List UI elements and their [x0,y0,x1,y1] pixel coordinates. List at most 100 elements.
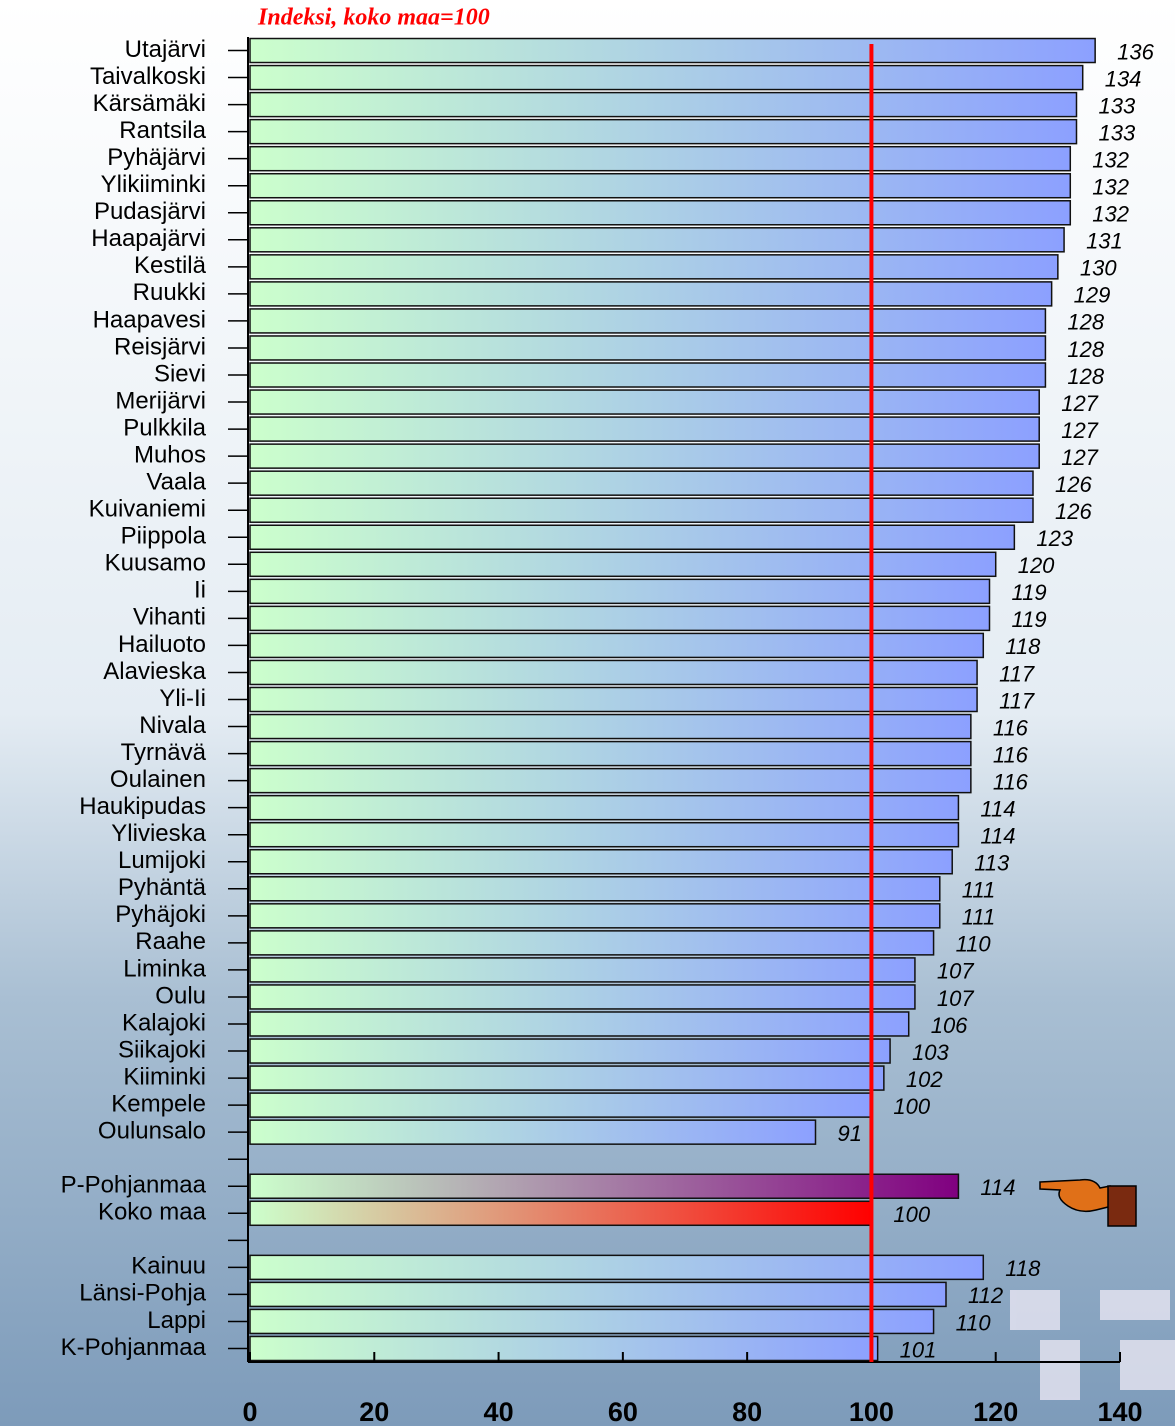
category-label: Utajärvi [125,36,206,63]
bar [249,91,1078,118]
value-label: 113 [974,851,1010,876]
category-label: Nivala [139,712,206,739]
value-label: 114 [980,1175,1015,1200]
bar [249,1281,947,1308]
value-label: 128 [1067,337,1104,362]
bar [249,1308,935,1335]
category-label: Haapavesi [93,306,206,333]
pointing-hand [1039,1178,1137,1227]
bar [249,227,1065,253]
bar [249,1173,960,1199]
value-label: 131 [1086,229,1123,254]
bar [249,1200,873,1227]
category-label: Pulkkila [123,414,206,441]
value-label: 132 [1092,175,1129,200]
category-label: Ii [194,577,206,604]
category-label: Rantsila [119,117,206,144]
category-label: Koko maa [98,1199,207,1226]
bar [249,1119,817,1145]
value-label: 127 [1061,445,1098,470]
bar [249,200,1072,226]
value-label: 101 [900,1337,937,1362]
category-label: Oulu [155,982,206,1009]
category-label: Pudasjärvi [94,198,206,225]
value-label: 132 [1092,202,1129,227]
value-label: 119 [1012,607,1047,632]
bar [249,1254,985,1281]
category-label: Raahe [135,928,206,955]
x-tick-label: 80 [732,1397,762,1426]
bar [249,362,1047,388]
category-label: Oulainen [110,766,206,793]
bar [249,551,997,578]
bar [249,118,1078,145]
value-label: 107 [937,986,974,1011]
category-label: Reisjärvi [114,333,206,360]
x-tick-label: 140 [1097,1397,1142,1426]
value-label: 129 [1074,283,1111,308]
value-label: 134 [1105,66,1142,91]
bar [249,1011,910,1037]
bar [249,821,960,848]
category-label: Kainuu [131,1253,206,1280]
bar [249,740,972,767]
category-label: Haukipudas [79,793,206,820]
bar [249,443,1040,469]
category-label: Ylikiiminki [101,171,206,198]
value-label: 100 [893,1202,930,1227]
value-label: 127 [1061,391,1098,416]
category-label: Kuusamo [105,550,206,577]
category-label: Yli-Ii [159,685,206,712]
category-label: Vihanti [133,604,206,631]
value-label: 119 [1012,580,1047,605]
x-tick-label: 120 [973,1397,1018,1426]
value-label: 128 [1067,310,1104,335]
category-label: Piippola [121,523,207,550]
category-label: Ylivieska [111,820,206,847]
bar [249,659,978,686]
value-label: 117 [999,688,1035,713]
value-label: 107 [937,959,974,984]
bar [249,335,1047,361]
bar [249,605,991,632]
value-label: 91 [838,1121,862,1146]
value-label: 100 [893,1094,930,1119]
x-tick-label: 20 [359,1397,389,1426]
category-label: Liminka [123,955,206,982]
value-label: 116 [993,742,1029,767]
bar [249,497,1034,523]
category-label: Hailuoto [118,631,206,658]
bar [249,876,941,902]
bar [249,281,1053,307]
value-label: 127 [1061,418,1098,443]
bar [249,713,972,740]
category-label: Kärsämäki [93,90,206,117]
bar [249,984,916,1010]
category-label: Kempele [111,1090,206,1117]
category-label: Lappi [147,1307,206,1334]
bar [249,145,1072,172]
bar [249,957,916,983]
value-label: 133 [1099,120,1136,145]
value-label: 136 [1117,39,1154,64]
x-tick-label: 0 [242,1397,257,1426]
value-label: 118 [1005,634,1041,659]
value-label: 126 [1055,472,1092,497]
category-label: Kalajoki [122,1009,206,1036]
bar [249,254,1059,280]
bar [249,1092,873,1118]
bar [249,794,960,821]
category-label: Lumijoki [118,847,206,874]
category-label: P-Pohjanmaa [61,1172,207,1199]
category-label: Muhos [134,441,206,468]
bar [249,172,1072,199]
category-label: Pyhäjoki [115,901,206,928]
decoration-pattern [1010,1290,1175,1400]
x-tick-label: 100 [849,1397,894,1426]
category-label: Ruukki [133,279,206,306]
bar [249,903,941,929]
bar [249,470,1034,496]
category-label: Sievi [154,360,206,387]
